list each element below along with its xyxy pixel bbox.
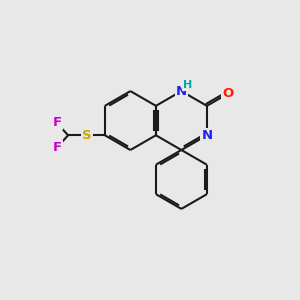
Text: S: S [82, 129, 92, 142]
Text: O: O [222, 87, 233, 100]
Text: N: N [201, 129, 212, 142]
Text: F: F [52, 116, 62, 129]
Text: H: H [183, 80, 193, 90]
Text: F: F [52, 141, 62, 154]
Text: N: N [176, 85, 187, 98]
